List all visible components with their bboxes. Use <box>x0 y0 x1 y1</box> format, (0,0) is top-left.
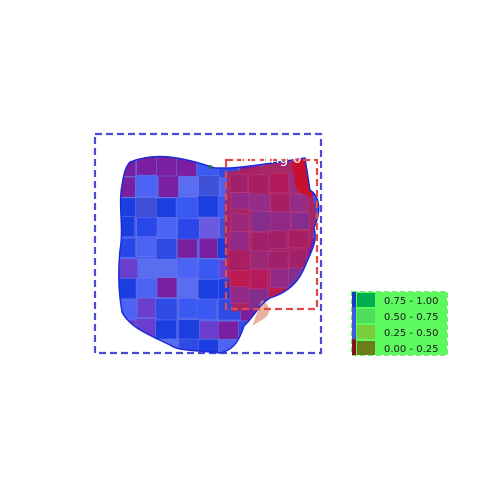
right-county <box>268 230 287 249</box>
right-county <box>229 231 249 252</box>
county <box>198 175 220 199</box>
county <box>301 320 319 341</box>
right-panel-frame <box>224 158 319 311</box>
county <box>176 257 198 282</box>
county <box>156 217 178 241</box>
county <box>176 238 198 260</box>
county <box>135 174 157 198</box>
right-county <box>270 268 289 290</box>
county <box>240 339 264 353</box>
legend-strip <box>352 292 356 355</box>
county <box>118 176 137 198</box>
county <box>136 217 158 240</box>
right-county <box>228 249 251 271</box>
right-county <box>288 267 310 286</box>
legend-swatch <box>357 293 375 307</box>
right-county <box>248 193 271 212</box>
right-county <box>270 211 291 233</box>
legend-swatch <box>357 325 375 339</box>
county <box>175 196 199 221</box>
county <box>155 197 177 218</box>
county <box>299 300 319 321</box>
county <box>136 236 158 257</box>
county <box>178 298 200 319</box>
legend-strip-segment <box>352 307 356 324</box>
right-county <box>248 174 269 196</box>
county <box>176 277 199 301</box>
county <box>197 195 219 218</box>
county <box>198 258 220 281</box>
right-county <box>289 194 308 213</box>
county <box>156 277 179 298</box>
right-county <box>229 270 252 289</box>
right-county <box>230 213 250 232</box>
right-region <box>224 156 316 312</box>
county <box>118 237 136 258</box>
county <box>135 278 160 302</box>
county <box>135 197 158 220</box>
county <box>257 339 279 353</box>
legend-swatch <box>357 341 375 355</box>
legend-label: 0.00 - 0.25 <box>384 344 439 355</box>
right-county <box>288 288 310 307</box>
county <box>135 339 155 353</box>
county <box>156 156 179 177</box>
county <box>178 176 200 198</box>
legend-strip-segment <box>352 323 356 340</box>
county <box>155 319 177 342</box>
county <box>118 319 138 340</box>
right-county <box>230 286 250 304</box>
legend-label: 0.75 - 1.00 <box>384 296 439 307</box>
right-county <box>290 212 310 230</box>
county <box>279 300 300 323</box>
legend: 0.75 - 1.00 0.50 - 0.75 0.25 - 0.50 0.00 - … <box>351 291 448 356</box>
legend-swatch <box>357 309 375 323</box>
county <box>136 297 158 319</box>
right-county <box>230 192 251 210</box>
right-county <box>249 269 268 291</box>
county <box>196 298 217 320</box>
county <box>198 237 220 259</box>
county <box>118 197 139 219</box>
county <box>198 339 219 353</box>
legend-items: 0.75 - 1.00 0.50 - 0.75 0.25 - 0.50 0.00 - … <box>357 293 439 355</box>
county <box>118 215 135 237</box>
right-region-shadow <box>252 300 270 326</box>
right-panel-label: Ending 0 <box>240 151 302 167</box>
county <box>198 216 221 240</box>
map-marker-dot <box>208 165 212 169</box>
county <box>118 156 137 177</box>
right-county <box>288 229 309 249</box>
county <box>259 319 282 340</box>
right-county <box>269 172 289 193</box>
right-county <box>268 250 289 271</box>
right-county <box>229 174 249 193</box>
county <box>158 175 180 198</box>
county <box>279 318 302 340</box>
county <box>155 298 178 321</box>
county <box>155 238 177 262</box>
county <box>157 338 178 353</box>
county <box>137 259 159 280</box>
right-county <box>270 193 291 213</box>
county <box>177 218 200 241</box>
legend-strip-segment <box>352 292 356 308</box>
left-panel-frame <box>93 132 323 355</box>
right-county <box>289 249 307 269</box>
right-county <box>250 211 273 232</box>
county <box>198 279 220 300</box>
legend-label: 0.50 - 0.75 <box>384 312 439 323</box>
legend-label: 0.25 - 0.50 <box>384 328 439 339</box>
county <box>118 340 138 353</box>
legend-strip-segment <box>352 339 356 355</box>
